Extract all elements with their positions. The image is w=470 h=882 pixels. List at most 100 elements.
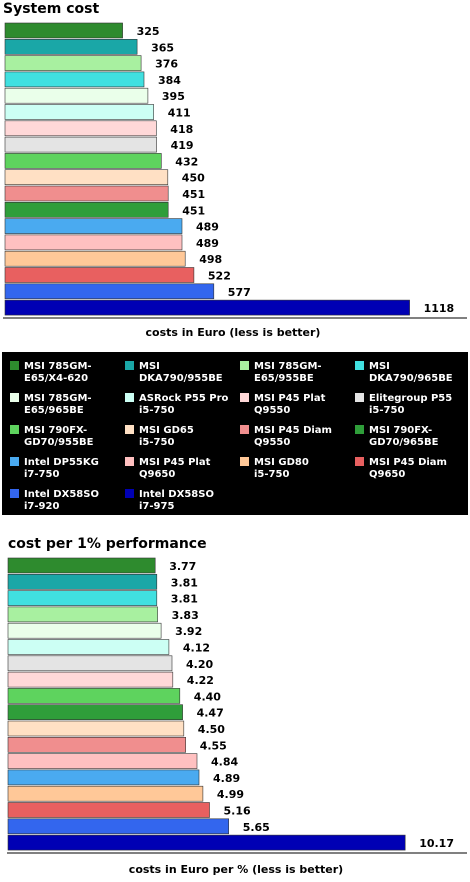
legend-label: MSI P45 Diam (369, 457, 447, 468)
legend-item: MSI 785GM-E65/X4-620 (10, 361, 92, 384)
legend-label: i5-750 (254, 469, 289, 480)
bar (4, 218, 183, 234)
bar (7, 557, 156, 574)
value-label: 4.50 (198, 723, 225, 736)
legend-swatch (355, 393, 364, 402)
legend-label: E65/955BE (254, 373, 314, 384)
legend-swatch (10, 489, 19, 498)
value-label: 489 (196, 237, 219, 250)
bar (4, 22, 123, 39)
bar (4, 250, 186, 267)
bars-group: 3.77 3.81 3.81 3.83 3.92 4.12 4.20 4.22 4.40 4.47… (7, 557, 454, 851)
legend-swatch (240, 457, 249, 466)
bar (7, 606, 158, 623)
value-label: 522 (208, 270, 231, 283)
legend-label: MSI 785GM- (24, 393, 92, 404)
value-label: 5.65 (243, 821, 270, 834)
legend-swatch (240, 361, 249, 370)
legend-label: i7-975 (139, 501, 174, 512)
bar (7, 818, 229, 835)
value-label: 4.99 (217, 788, 244, 801)
value-label: 384 (158, 74, 181, 87)
legend-background (2, 352, 468, 515)
bar (4, 87, 149, 104)
cost-per-performance-chart: cost per 1% performance 3.77 3.81 3.81 3.83… (7, 536, 467, 876)
legend-label: Q9650 (139, 469, 175, 480)
legend-label: GD70/955BE (24, 437, 94, 448)
legend-label: MSI 790FX- (369, 425, 432, 436)
value-label: 489 (196, 221, 219, 234)
value-label: 376 (155, 58, 178, 71)
bar (7, 704, 183, 721)
bar (7, 769, 200, 786)
legend-label: MSI 785GM- (254, 361, 322, 372)
legend-label: E65/X4-620 (24, 373, 88, 384)
bar (7, 639, 170, 655)
value-label: 5.16 (224, 805, 251, 818)
value-label: 4.89 (213, 772, 240, 785)
bar (7, 720, 185, 737)
bar (4, 136, 157, 153)
bar (7, 573, 158, 590)
legend-swatch (240, 393, 249, 402)
value-label: 325 (137, 25, 160, 38)
bar (7, 688, 181, 704)
value-label: 4.22 (187, 674, 214, 687)
legend-label: MSI P45 Plat (139, 457, 211, 468)
value-label: 395 (162, 90, 185, 103)
bar (4, 71, 145, 88)
legend-swatch (10, 393, 19, 402)
legend-label: MSI (139, 361, 160, 372)
legend-swatch (355, 361, 364, 370)
legend-swatch (125, 425, 134, 434)
legend-item: MSI 790FX-GD70/955BE (10, 425, 94, 448)
bar (4, 202, 169, 218)
legend-label: i7-920 (24, 501, 59, 512)
legend-swatch (10, 361, 19, 370)
chart-title: cost per 1% performance (8, 536, 207, 552)
legend-label: i5-750 (139, 405, 174, 416)
bar (4, 185, 169, 202)
value-label: 3.92 (175, 625, 202, 638)
value-label: 365 (151, 41, 174, 54)
legend-label: MSI P45 Plat (254, 393, 326, 404)
legend-label: MSI GD80 (254, 457, 309, 468)
value-label: 411 (168, 107, 191, 120)
legend-label: DKA790/955BE (139, 373, 223, 384)
bar (4, 299, 410, 316)
legend-label: i5-750 (139, 437, 174, 448)
legend-swatch (125, 361, 134, 370)
bar (4, 283, 215, 300)
bar (7, 802, 210, 818)
legend-label: MSI 785GM- (24, 361, 92, 372)
bar (4, 38, 138, 55)
value-label: 4.40 (194, 690, 221, 703)
value-label: 3.81 (171, 593, 198, 606)
legend-label: Intel DP55KG (24, 457, 99, 468)
value-label: 418 (170, 123, 193, 136)
legend-label: MSI 790FX- (24, 425, 87, 436)
value-label: 3.81 (171, 576, 198, 589)
chart-title: System cost (3, 1, 99, 17)
system-cost-chart: System cost 325 365 376 384 395 411 418 419 432 4… (3, 1, 467, 339)
value-label: 4.84 (211, 756, 238, 769)
value-label: 498 (199, 253, 222, 266)
value-label: 3.77 (169, 560, 196, 573)
value-label: 4.12 (183, 642, 210, 655)
value-label: 3.83 (172, 609, 199, 622)
value-label: 432 (175, 155, 198, 168)
value-label: 451 (182, 188, 205, 201)
legend-item: MSI 785GM-E65/955BE (240, 361, 322, 384)
value-label: 1118 (424, 302, 455, 315)
